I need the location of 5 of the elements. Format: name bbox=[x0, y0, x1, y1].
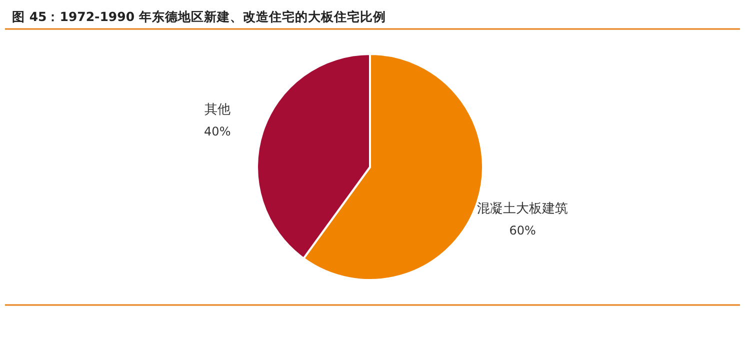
data-label: 60% bbox=[509, 224, 536, 238]
slice-label: 混凝土大板建筑 bbox=[477, 202, 568, 217]
data-label: 40% bbox=[204, 124, 231, 138]
chart-title: 图 45：1972-1990 年东德地区新建、改造住宅的大板住宅比例 bbox=[12, 9, 386, 24]
slice-label: 其他 bbox=[204, 102, 230, 118]
